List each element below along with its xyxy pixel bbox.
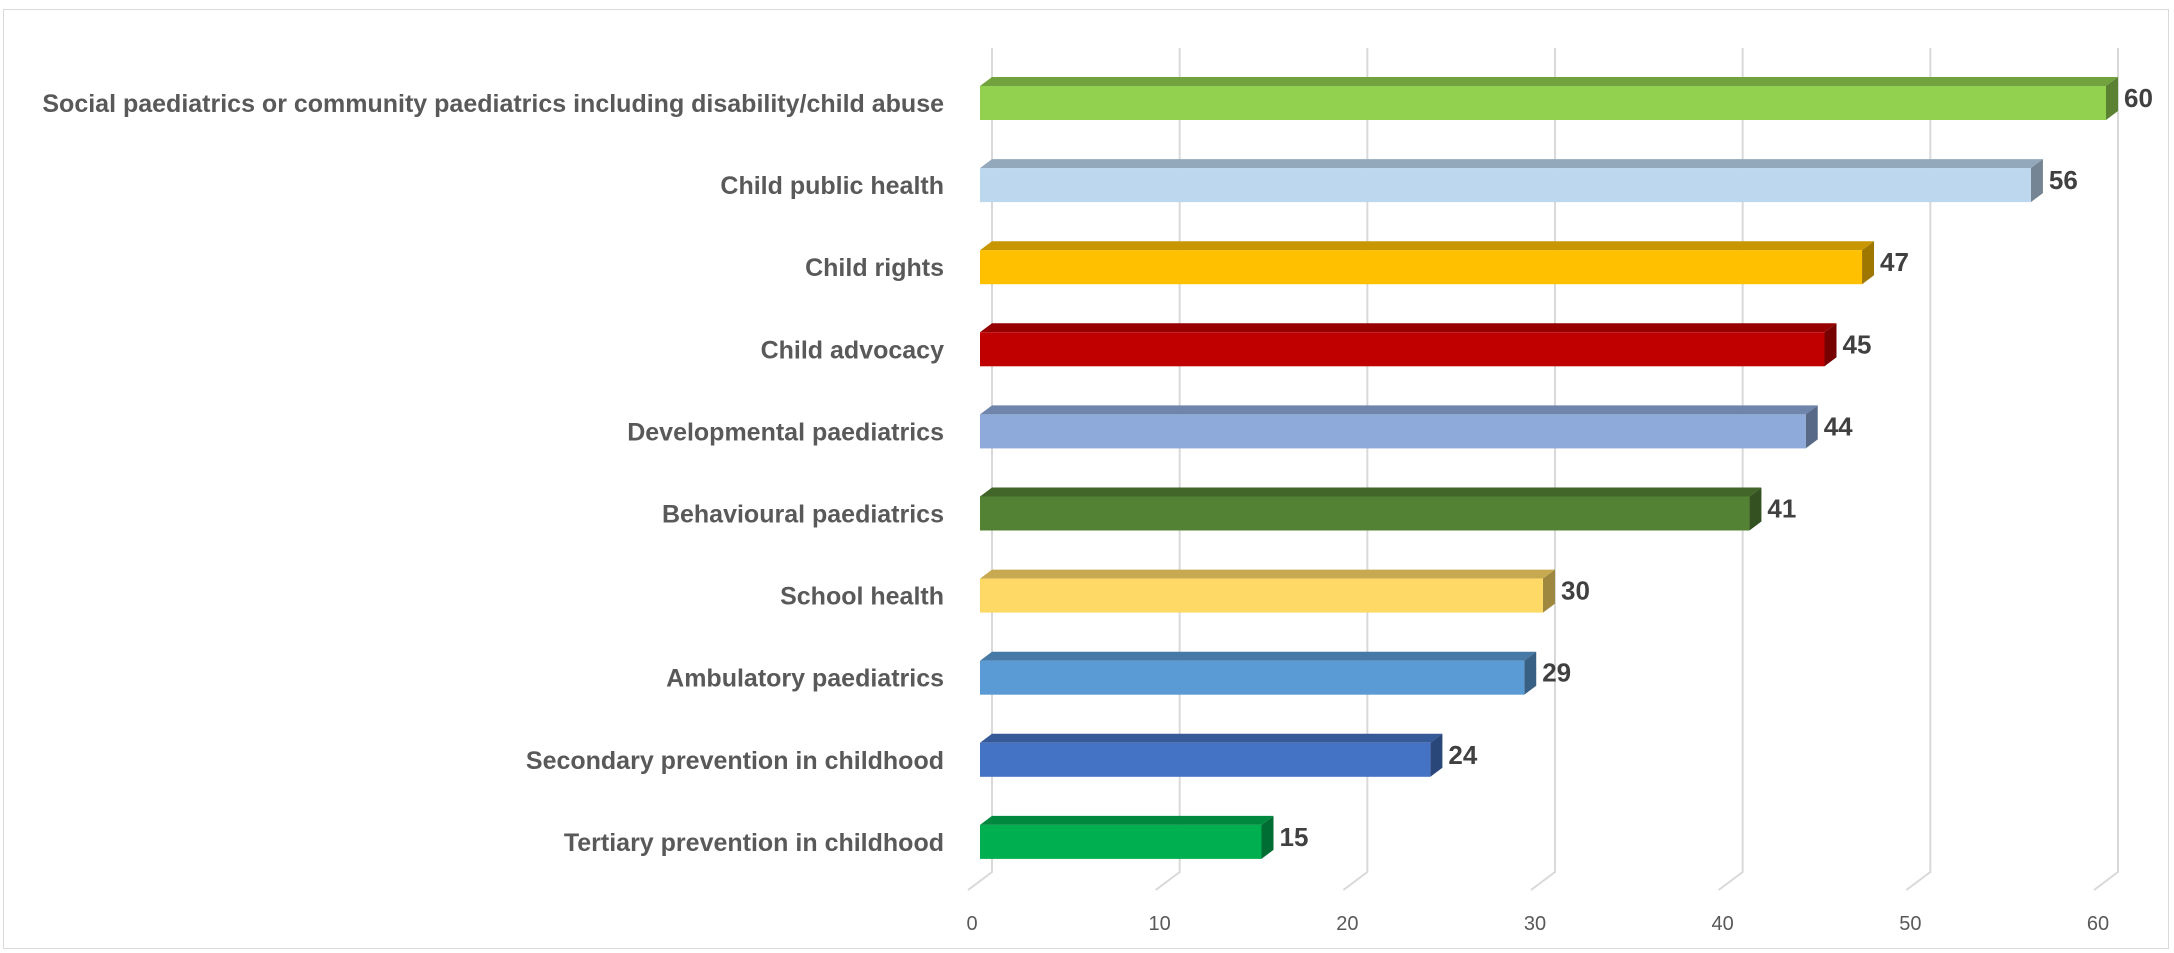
category-label: Child rights (805, 254, 944, 282)
bars (980, 77, 2118, 859)
gridline-60 (2093, 48, 2119, 891)
bar-side-face (1430, 733, 1443, 777)
category-label: Secondary prevention in childhood (526, 747, 944, 775)
bar-side-face (1805, 405, 1818, 449)
bar-side-face (1543, 569, 1555, 613)
data-label: 24 (1448, 740, 1477, 770)
x-tick-label: 50 (1899, 913, 1921, 935)
category-label: Developmental paediatrics (627, 418, 944, 446)
bar-top-face (980, 733, 1443, 743)
gridline-40 (1718, 48, 1744, 891)
bar-top-face (980, 815, 1274, 825)
bar (980, 733, 1443, 777)
bar-side-face (1749, 487, 1762, 531)
bar-front-face (980, 332, 1825, 367)
bar-top-face (980, 241, 1875, 251)
category-label: Child advocacy (761, 336, 944, 364)
bar (980, 77, 2118, 120)
bar-front-face (980, 660, 1525, 695)
data-label: 47 (1880, 247, 1909, 277)
bar-front-face (980, 250, 1863, 285)
bar-front-face (980, 578, 1543, 613)
bar-side-face (1824, 323, 1837, 367)
x-tick-label: 20 (1336, 913, 1358, 935)
bar (980, 815, 1274, 859)
category-label: Ambulatory paediatrics (666, 665, 944, 693)
bar (980, 241, 1875, 285)
x-tick-label: 40 (1712, 913, 1734, 935)
x-tick-label: 30 (1524, 913, 1546, 935)
x-tick-label: 0 (966, 913, 977, 935)
category-label: Child public health (720, 172, 944, 200)
bar-front-face (980, 742, 1431, 777)
bar (980, 569, 1555, 613)
category-label: Tertiary prevention in childhood (564, 829, 944, 857)
bar-top-face (980, 405, 1818, 415)
bar-side-face (1261, 815, 1274, 859)
bar (980, 159, 2043, 203)
bar-top-face (980, 159, 2043, 169)
bar-top-face (980, 323, 1837, 333)
bar-top-face (980, 77, 2118, 86)
data-label: 60 (2124, 83, 2153, 113)
bar-front-face (980, 168, 2031, 203)
data-label: 56 (2049, 165, 2078, 195)
bar (980, 487, 1762, 531)
bar (980, 323, 1837, 367)
bar-side-face (2030, 159, 2043, 203)
data-label: 41 (1767, 494, 1796, 524)
gridline-20 (1342, 48, 1369, 891)
gridline-10 (1155, 48, 1181, 891)
bar-top-face (980, 651, 1537, 661)
category-label: School health (780, 583, 944, 611)
gridline-0 (967, 48, 993, 891)
category-label: Social paediatrics or community paediatr… (42, 90, 944, 118)
bar-side-face (1524, 651, 1537, 695)
x-tick-label: 10 (1149, 913, 1171, 935)
category-label: Behavioural paediatrics (662, 501, 944, 529)
bar-front-face (980, 414, 1806, 449)
value-labels: 60 56 47 45 44 41 30 29 24 15 (1280, 83, 2153, 852)
bar (980, 405, 1818, 449)
bar-top-face (980, 487, 1762, 497)
x-tick-label: 60 (2087, 913, 2109, 935)
bar-front-face (980, 824, 1262, 859)
bar-side-face (2106, 77, 2118, 120)
x-axis-tick-labels: 0 10 20 30 40 50 60 (966, 913, 2109, 935)
bar-front-face (980, 496, 1750, 531)
gridline-50 (1905, 48, 1932, 891)
data-label: 30 (1561, 576, 1590, 606)
data-label: 44 (1824, 411, 1853, 441)
bar-front-face (980, 86, 2106, 120)
category-labels: Social paediatrics or community paediatr… (42, 90, 944, 857)
gridlines (967, 48, 2119, 891)
data-label: 15 (1280, 822, 1309, 852)
bar-top-face (980, 569, 1555, 579)
data-label: 45 (1843, 329, 1872, 359)
bar-side-face (1862, 241, 1875, 285)
gridline-30 (1530, 48, 1556, 891)
bar (980, 651, 1537, 695)
data-label: 29 (1542, 658, 1571, 688)
